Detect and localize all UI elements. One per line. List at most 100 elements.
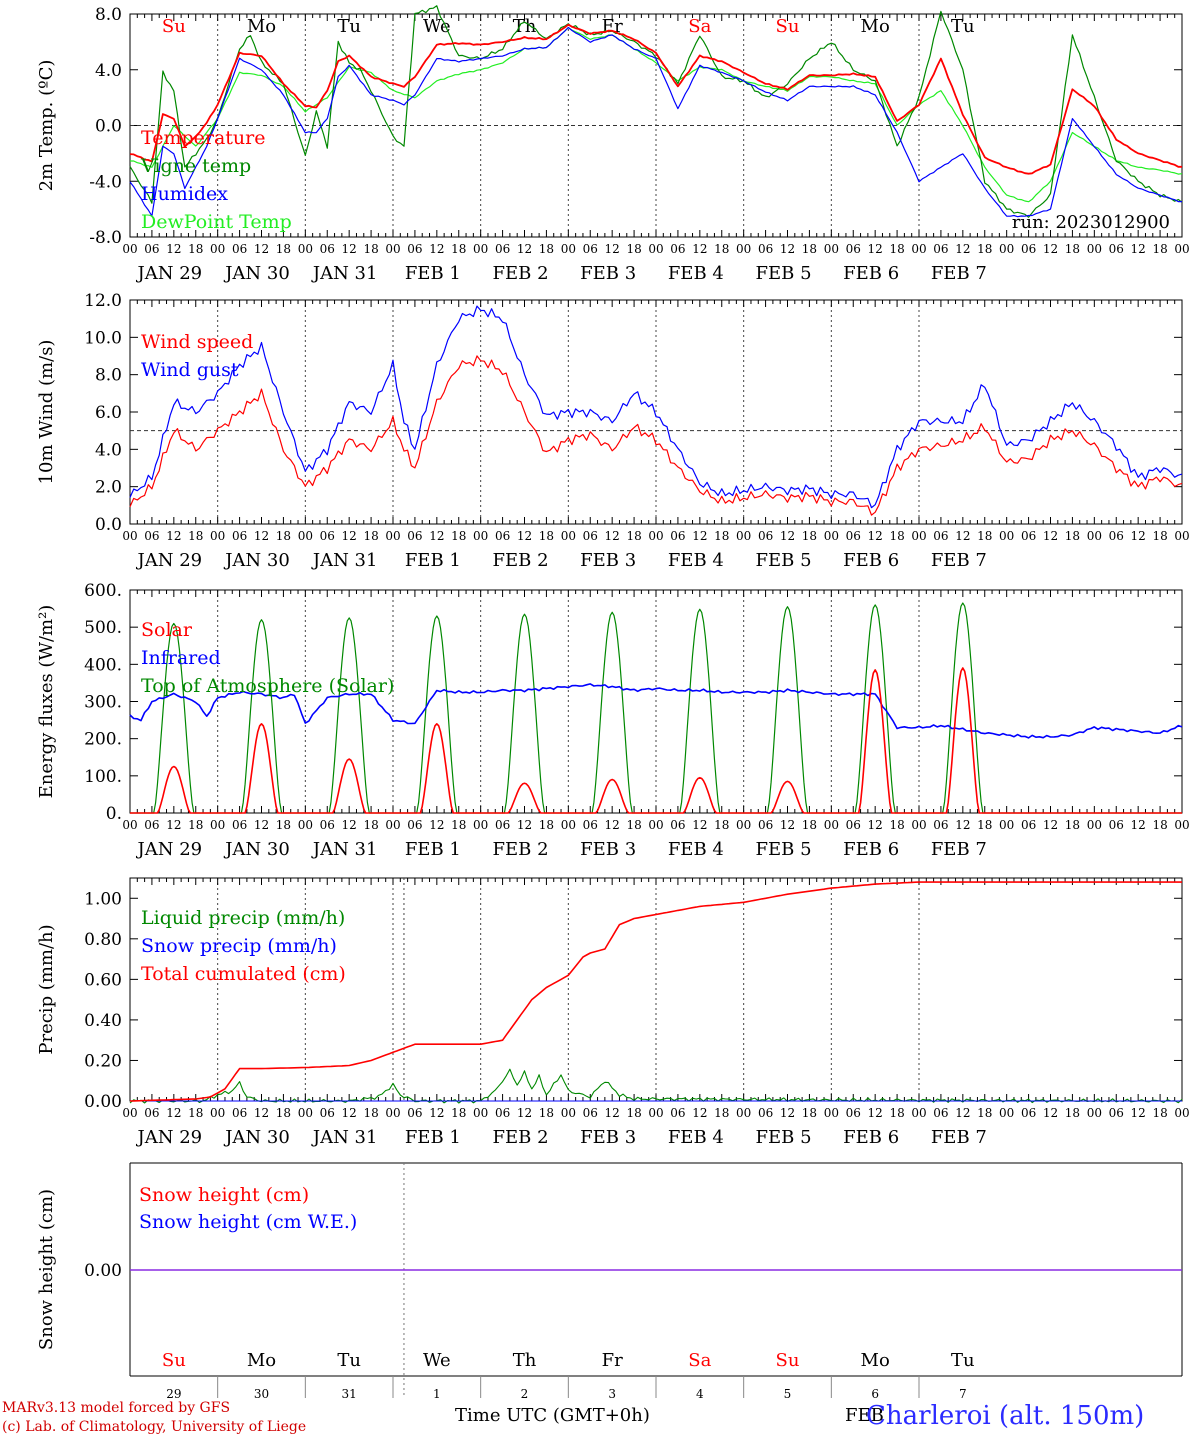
y-axis-title: Energy fluxes (W/m²) bbox=[36, 605, 57, 799]
hour-tick-label: 12 bbox=[955, 242, 970, 256]
day-number-label: 3 bbox=[608, 1387, 616, 1401]
legend-entry: Snow precip (mm/h) bbox=[141, 935, 337, 957]
hour-tick-label: 12 bbox=[342, 1106, 357, 1120]
hour-tick-label: 18 bbox=[276, 529, 291, 543]
hour-tick-label: 06 bbox=[846, 1106, 861, 1120]
hour-tick-label: 06 bbox=[758, 818, 773, 832]
hour-tick-label: 06 bbox=[670, 818, 685, 832]
hour-tick-label: 06 bbox=[670, 529, 685, 543]
hour-tick-label: 06 bbox=[144, 1106, 159, 1120]
hour-tick-label: 06 bbox=[846, 818, 861, 832]
hour-tick-label: 06 bbox=[670, 1106, 685, 1120]
panel-4: 00 06 12 18 00 06 12 18 00 06 12 18 00 06 12 18 00 06 12 18… bbox=[36, 877, 1190, 1148]
hour-tick-label: 18 bbox=[889, 529, 904, 543]
weekday-label: Su bbox=[776, 16, 800, 37]
hour-tick-label: 06 bbox=[1021, 818, 1036, 832]
hour-tick-label: 00 bbox=[385, 1106, 400, 1120]
date-label: FEB 6 bbox=[843, 839, 899, 860]
y-tick-label: -8.0 bbox=[89, 228, 122, 248]
series-line bbox=[129, 881, 1182, 1102]
hour-tick-label: 18 bbox=[626, 242, 641, 256]
hour-tick-label: 00 bbox=[1174, 1106, 1189, 1120]
hour-tick-label: 12 bbox=[868, 818, 883, 832]
hour-tick-label: 12 bbox=[254, 818, 269, 832]
hour-tick-label: 06 bbox=[407, 529, 422, 543]
hour-tick-label: 00 bbox=[736, 529, 751, 543]
date-label: FEB 3 bbox=[580, 263, 636, 284]
hour-tick-label: 06 bbox=[1109, 818, 1124, 832]
date-label: FEB 1 bbox=[405, 1127, 461, 1148]
hour-tick-label: 00 bbox=[824, 1106, 839, 1120]
legend-entry: Solar bbox=[141, 619, 193, 641]
hour-tick-label: 06 bbox=[1109, 529, 1124, 543]
hour-tick-label: 06 bbox=[495, 818, 510, 832]
y-tick-label: 0.40 bbox=[84, 1011, 122, 1031]
y-tick-label: 0.00 bbox=[84, 1261, 122, 1281]
y-tick-label: 400. bbox=[84, 655, 122, 675]
weekday-label: Fr bbox=[602, 1350, 623, 1371]
date-label: FEB 6 bbox=[843, 263, 899, 284]
hour-tick-label: 12 bbox=[429, 1106, 444, 1120]
weekday-label: Tu bbox=[951, 1350, 975, 1371]
hour-tick-label: 00 bbox=[561, 529, 576, 543]
hour-tick-label: 00 bbox=[210, 818, 225, 832]
hour-tick-label: 06 bbox=[758, 529, 773, 543]
date-label: JAN 29 bbox=[136, 1127, 203, 1148]
hour-tick-label: 06 bbox=[320, 242, 335, 256]
hour-tick-label: 12 bbox=[955, 818, 970, 832]
day-number-label: 30 bbox=[254, 1387, 269, 1401]
hour-tick-label: 18 bbox=[276, 1106, 291, 1120]
hour-tick-label: 00 bbox=[1174, 818, 1189, 832]
hour-tick-label: 00 bbox=[1087, 242, 1102, 256]
series-line bbox=[129, 26, 1182, 218]
hour-tick-label: 06 bbox=[758, 242, 773, 256]
hour-tick-label: 00 bbox=[824, 818, 839, 832]
month-label: FEB bbox=[845, 1405, 884, 1426]
series-line bbox=[129, 1068, 1183, 1104]
hour-tick-label: 00 bbox=[911, 242, 926, 256]
weekday-label: Tu bbox=[337, 1350, 361, 1371]
hour-tick-label: 00 bbox=[122, 529, 137, 543]
hour-tick-label: 18 bbox=[1152, 818, 1167, 832]
hour-tick-label: 18 bbox=[539, 1106, 554, 1120]
weekday-label: We bbox=[423, 16, 451, 37]
date-label: FEB 7 bbox=[931, 550, 987, 571]
hour-tick-label: 00 bbox=[1087, 818, 1102, 832]
hour-tick-label: 00 bbox=[648, 242, 663, 256]
weekday-label: Mo bbox=[247, 1350, 276, 1371]
y-tick-label: 0.0 bbox=[95, 117, 122, 137]
hour-tick-label: 00 bbox=[1087, 1106, 1102, 1120]
hour-tick-label: 18 bbox=[188, 242, 203, 256]
hour-tick-label: 12 bbox=[605, 529, 620, 543]
legend-entry: Snow height (cm) bbox=[139, 1184, 309, 1206]
hour-tick-label: 18 bbox=[977, 1106, 992, 1120]
hour-tick-label: 06 bbox=[495, 242, 510, 256]
hour-tick-label: 00 bbox=[210, 242, 225, 256]
y-axis-title: 2m Temp. (ºC) bbox=[36, 60, 57, 192]
hour-tick-label: 00 bbox=[298, 242, 313, 256]
hour-tick-label: 00 bbox=[298, 529, 313, 543]
hour-tick-label: 00 bbox=[999, 529, 1014, 543]
hour-tick-label: 18 bbox=[363, 529, 378, 543]
y-tick-label: 0. bbox=[106, 804, 122, 824]
date-label: JAN 29 bbox=[136, 263, 203, 284]
hour-tick-label: 18 bbox=[451, 818, 466, 832]
y-tick-label: 300. bbox=[84, 693, 122, 713]
date-label: FEB 4 bbox=[668, 263, 724, 284]
hour-tick-label: 12 bbox=[429, 818, 444, 832]
weekday-label: Mo bbox=[861, 1350, 890, 1371]
hour-tick-label: 12 bbox=[868, 1106, 883, 1120]
hour-tick-label: 00 bbox=[122, 1106, 137, 1120]
hour-tick-label: 00 bbox=[210, 1106, 225, 1120]
hour-tick-label: 12 bbox=[955, 529, 970, 543]
hour-tick-label: 00 bbox=[736, 1106, 751, 1120]
hour-tick-label: 18 bbox=[977, 242, 992, 256]
date-label: JAN 31 bbox=[311, 263, 378, 284]
hour-tick-label: 12 bbox=[780, 242, 795, 256]
hour-tick-label: 12 bbox=[692, 818, 707, 832]
hour-tick-label: 12 bbox=[1043, 1106, 1058, 1120]
hour-tick-label: 12 bbox=[605, 242, 620, 256]
hour-tick-label: 06 bbox=[144, 242, 159, 256]
weekday-label: Sa bbox=[688, 16, 711, 37]
hour-tick-label: 18 bbox=[451, 529, 466, 543]
